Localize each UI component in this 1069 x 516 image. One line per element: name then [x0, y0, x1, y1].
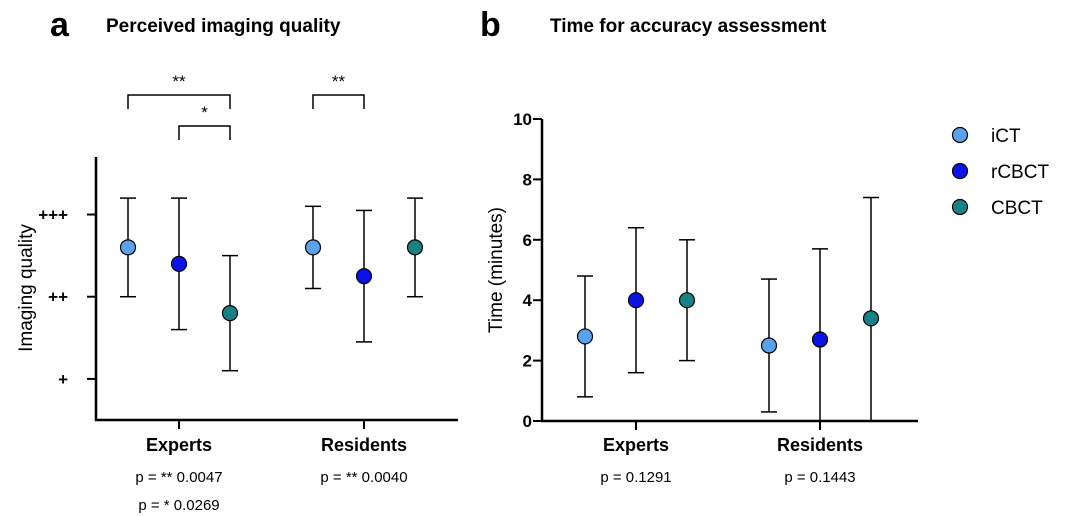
panel-b-category-label: Experts	[603, 435, 669, 455]
panel-b-point-ict	[576, 328, 594, 345]
panel-b-y-tick-label: 10	[513, 110, 532, 129]
panel-a-y-tick-label: ++	[48, 288, 68, 307]
panel-b-plot: 0 2 4 6 8 10 Experts Residents p = 0.1291 p = 0.1…	[513, 110, 918, 486]
legend-marker-rcbct	[951, 162, 969, 180]
panel-a-significance-bracket	[178, 125, 231, 140]
panel-b-title: Time for accuracy assessment	[550, 16, 827, 37]
panel-b-p-value: p = 0.1291	[600, 469, 671, 486]
panel-a-significance-bracket	[127, 94, 231, 109]
panel-a-p-value: p = ** 0.0047	[135, 469, 222, 486]
legend-marker-ict	[951, 126, 969, 144]
panel-a-significance-label: **	[332, 72, 346, 91]
panel-b-point-rcbct	[811, 331, 829, 348]
panel-a-title: Perceived imaging quality	[106, 16, 341, 37]
panel-a-point-cbct	[221, 305, 239, 322]
panel-a-point-ict	[119, 239, 137, 256]
panel-a-p-value: p = * 0.0269	[138, 497, 219, 514]
legend-label: CBCT	[991, 198, 1043, 219]
panel-a-point-rcbct	[355, 268, 373, 285]
panel-a-y-tick-label: +	[58, 370, 68, 389]
panel-b-point-cbct	[678, 292, 696, 309]
panel-b-p-value: p = 0.1443	[784, 469, 855, 486]
panel-a-y-axis-label: Imaging quality	[16, 224, 37, 352]
panel-a-point-cbct	[406, 239, 424, 256]
panel-b-y-tick-label: 6	[523, 231, 532, 250]
legend-label: rCBCT	[991, 162, 1049, 183]
legend: iCT rCBCT CBCT	[951, 126, 1049, 219]
panel-b-y-axis-label: Time (minutes)	[486, 207, 507, 333]
panel-b-y-tick-label: 2	[523, 352, 532, 371]
panel-b-point-cbct	[862, 310, 880, 327]
legend-marker-cbct	[951, 198, 969, 216]
panel-a-plot: ++++++Experts Residents*****p = ** 0.0047…	[38, 72, 458, 514]
panel-a-letter: a	[50, 6, 70, 44]
panel-a-y-tick-label: +++	[38, 206, 68, 225]
panel-b-category-label: Residents	[777, 435, 863, 455]
panel-a-category-label: Residents	[321, 435, 407, 455]
legend-label: iCT	[991, 126, 1021, 147]
panel-a-category-label: Experts	[146, 435, 212, 455]
panel-a-point-rcbct	[170, 255, 188, 272]
panel-b-letter: b	[480, 6, 501, 44]
panel-a-significance-label: **	[172, 72, 186, 91]
panel-b-point-rcbct	[627, 292, 645, 309]
panel-a-significance-label: *	[201, 103, 208, 122]
panel-b-y-tick-label: 4	[523, 291, 533, 310]
panel-b-y-tick-label: 0	[523, 412, 532, 431]
panel-b-y-tick-label: 8	[523, 170, 532, 189]
panel-a-significance-bracket	[312, 94, 365, 109]
panel-a-point-ict	[304, 239, 322, 256]
panel-a-p-value: p = ** 0.0040	[320, 469, 407, 486]
panel-b-point-ict	[760, 337, 778, 354]
